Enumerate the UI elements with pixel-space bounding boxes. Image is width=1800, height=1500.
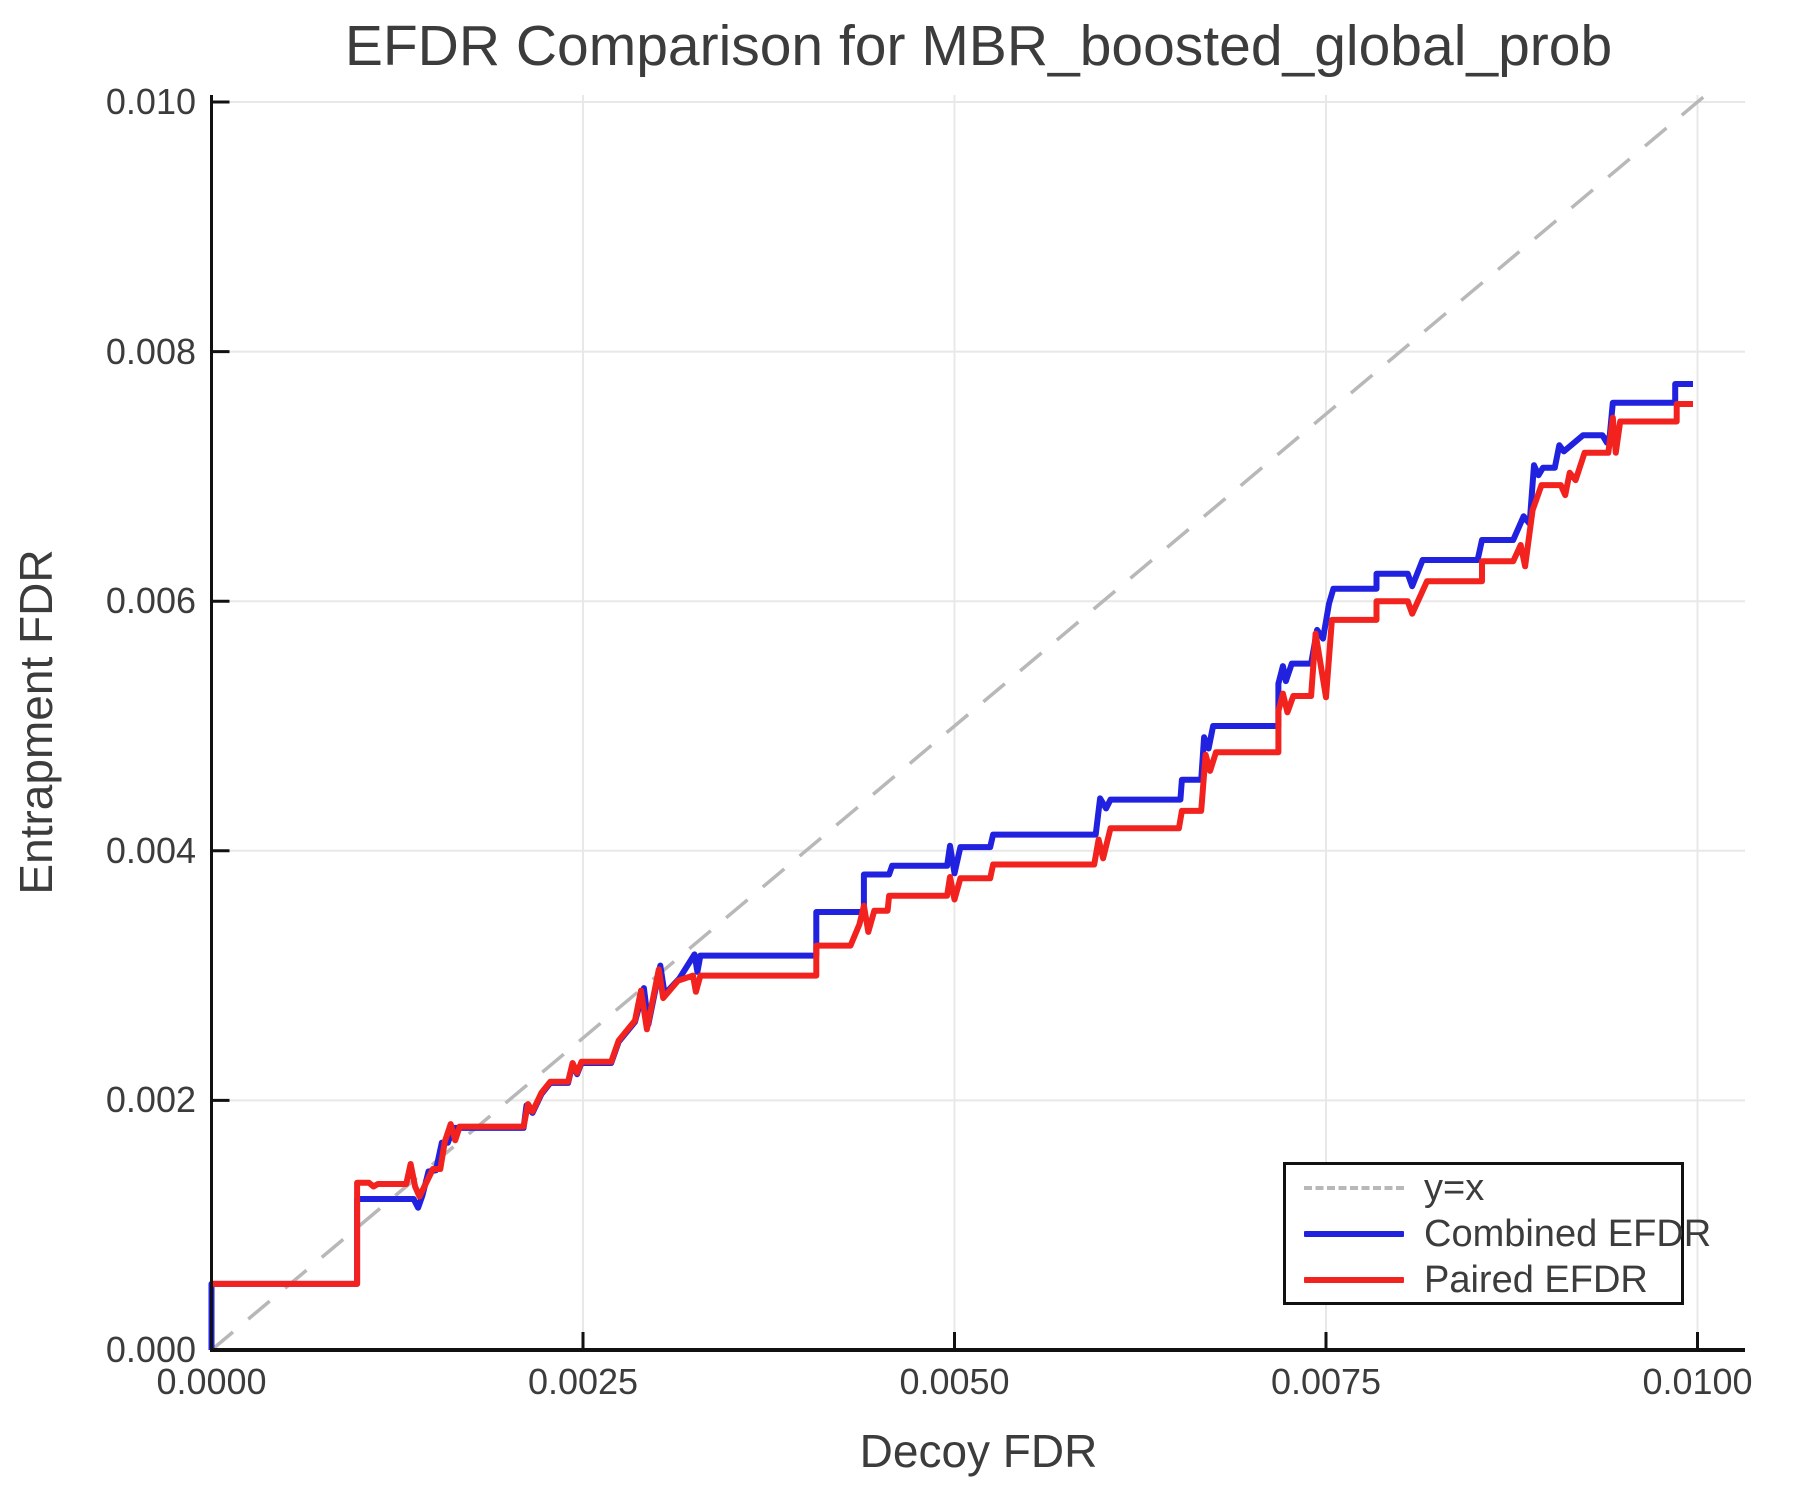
x-axis-title: Decoy FDR xyxy=(859,1425,1098,1477)
legend-label-yx: y=x xyxy=(1424,1166,1485,1209)
legend-row-paired: Paired EFDR xyxy=(1286,1259,1681,1301)
x-tick-label-0.0000: 0.0000 xyxy=(156,1361,267,1402)
series-line-paired-efdr xyxy=(211,401,1693,1287)
y-tick-label-0.006: 0.006 xyxy=(105,580,196,622)
legend: y=x Combined EFDR Paired EFDR xyxy=(1283,1162,1711,1305)
y-tick-label-0.000: 0.000 xyxy=(105,1329,196,1370)
y-tick-label-0.004: 0.004 xyxy=(105,829,196,871)
y-tick-label-0.010: 0.010 xyxy=(105,81,196,122)
x-tick-label-0.0100: 0.0100 xyxy=(1642,1361,1753,1402)
paired-line-sample xyxy=(1304,1276,1404,1283)
legend-label-combined: Combined EFDR xyxy=(1424,1212,1712,1255)
chart-title: EFDR Comparison for MBR_boosted_global_p… xyxy=(344,14,1613,78)
x-tick-label-0.0025: 0.0025 xyxy=(527,1361,639,1402)
y-tick-label-0.008: 0.008 xyxy=(105,330,196,372)
legend-row-yx: y=x xyxy=(1286,1167,1681,1209)
x-tick-label-0.0050: 0.0050 xyxy=(899,1361,1010,1402)
reference-line-y-equals-x xyxy=(210,94,1707,1352)
legend-label-paired: Paired EFDR xyxy=(1424,1258,1648,1301)
combined-line-sample xyxy=(1304,1230,1404,1237)
dashed-line-sample xyxy=(1304,1185,1404,1190)
x-tick-label-0.0075: 0.0075 xyxy=(1270,1361,1382,1402)
legend-row-combined: Combined EFDR xyxy=(1286,1213,1711,1255)
y-tick-label-0.002: 0.002 xyxy=(105,1079,196,1121)
